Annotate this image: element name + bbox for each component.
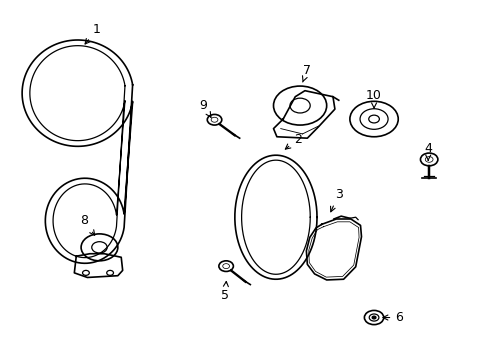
- Text: 4: 4: [424, 141, 431, 161]
- Text: 6: 6: [382, 311, 402, 324]
- Text: 2: 2: [285, 133, 301, 149]
- Text: 9: 9: [199, 99, 211, 117]
- Text: 5: 5: [221, 282, 229, 302]
- Text: 3: 3: [330, 188, 342, 212]
- Circle shape: [371, 316, 375, 319]
- Text: 7: 7: [302, 64, 311, 82]
- Text: 10: 10: [366, 89, 381, 108]
- Text: 1: 1: [85, 23, 101, 44]
- Text: 8: 8: [80, 214, 95, 235]
